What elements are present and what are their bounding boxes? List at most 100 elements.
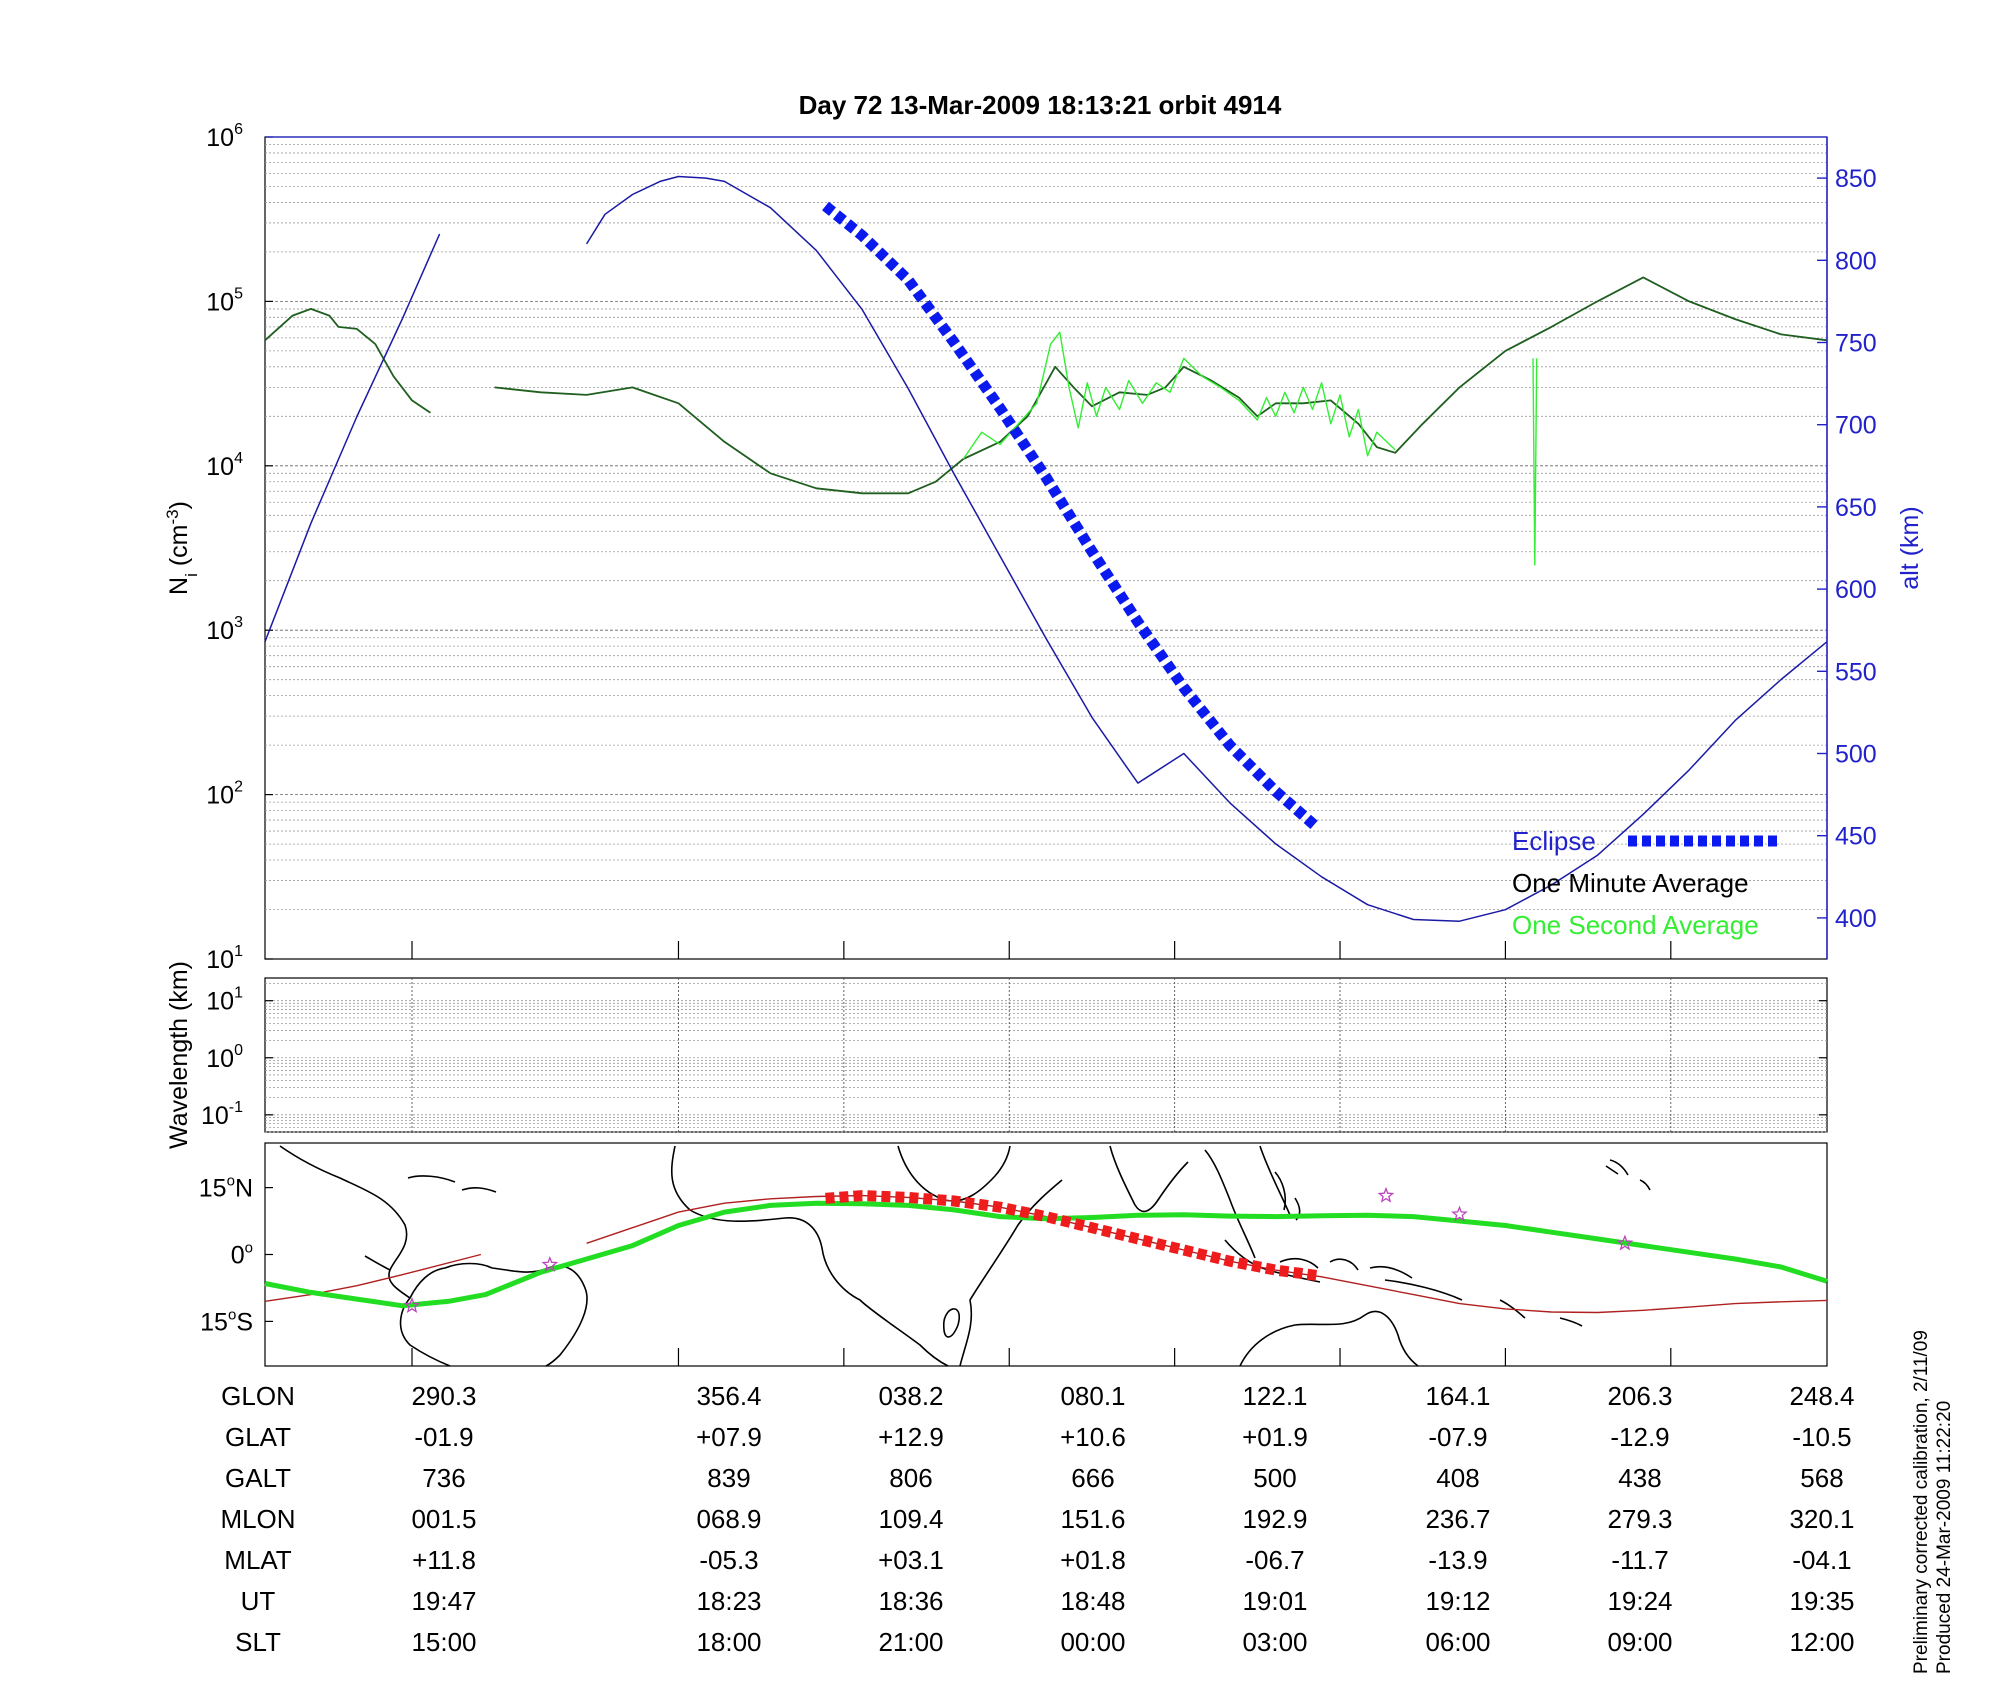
altitude-tick-label: 400 bbox=[1835, 905, 1877, 933]
table-cell: -04.1 bbox=[1792, 1545, 1851, 1575]
altitude-tick-label: 550 bbox=[1835, 658, 1877, 686]
density-y-label: Ni (cm-3) bbox=[163, 501, 201, 595]
altitude-tick-label: 600 bbox=[1835, 576, 1877, 604]
altitude-y-ticks: 400 450 500 550 600 650 700 750 800 850 bbox=[1817, 165, 1877, 933]
table-cell: -05.3 bbox=[699, 1545, 758, 1575]
table-cell: 438 bbox=[1618, 1463, 1661, 1493]
table-cell: 290.3 bbox=[411, 1381, 476, 1411]
table-cell: 09:00 bbox=[1607, 1627, 1672, 1657]
coast-new-guinea bbox=[1384, 1279, 1583, 1327]
table-cell: 001.5 bbox=[411, 1504, 476, 1534]
table-cell: -11.7 bbox=[1611, 1545, 1668, 1575]
series-one-minute-average bbox=[494, 276, 1828, 495]
map-panel: 15oN 0o 15oS bbox=[199, 1142, 1828, 1367]
altitude-tick-label: 750 bbox=[1835, 330, 1877, 358]
table-cell: 080.1 bbox=[1060, 1381, 1125, 1411]
table-row-label: GLAT bbox=[225, 1422, 291, 1452]
table-cell: 06:00 bbox=[1425, 1627, 1490, 1657]
series-altitude bbox=[585, 175, 1828, 922]
table-cell: 03:00 bbox=[1242, 1627, 1307, 1657]
table-cell: 806 bbox=[889, 1463, 932, 1493]
map-tick-label: 0o bbox=[231, 1240, 253, 1270]
density-y-ticks: 101 102 103 104 105 106 bbox=[206, 121, 273, 974]
table-cell: +01.9 bbox=[1242, 1422, 1308, 1452]
map-tick-label: 15oN bbox=[199, 1173, 253, 1203]
table-cell: 18:36 bbox=[878, 1586, 943, 1616]
table-cell: -07.9 bbox=[1428, 1422, 1487, 1452]
table-cell: 038.2 bbox=[878, 1381, 943, 1411]
map-y-ticks: 15oN 0o 15oS bbox=[199, 1173, 273, 1336]
coast-southeast-asia bbox=[1204, 1145, 1291, 1259]
map-data bbox=[264, 1186, 1828, 1314]
coast-india bbox=[1109, 1145, 1189, 1213]
altitude-tick-label: 700 bbox=[1835, 412, 1877, 440]
table-cell: 068.9 bbox=[696, 1504, 761, 1534]
table-cell: 736 bbox=[422, 1463, 465, 1493]
legend-eclipse-label: Eclipse bbox=[1512, 826, 1596, 856]
coast-central-america bbox=[364, 1255, 391, 1271]
coast-north-america bbox=[279, 1145, 493, 1300]
y-tick-label: 103 bbox=[206, 614, 243, 645]
table-cell: 109.4 bbox=[878, 1504, 943, 1534]
wavelength-tick-label: 10-1 bbox=[201, 1099, 243, 1130]
map-star-marker bbox=[541, 1256, 559, 1272]
table-row-label: GALT bbox=[225, 1463, 291, 1493]
coast-pacific-islands bbox=[1605, 1159, 1651, 1191]
series-eclipse bbox=[822, 201, 1321, 832]
legend-one-second-label: One Second Average bbox=[1512, 910, 1759, 940]
series-one-minute-average bbox=[264, 308, 431, 414]
table-cell: 122.1 bbox=[1242, 1381, 1307, 1411]
table-row-label: MLAT bbox=[224, 1545, 292, 1575]
map-coastlines bbox=[279, 1145, 1651, 1367]
altitude-y-label: alt (km) bbox=[1896, 506, 1924, 589]
table-cell: 206.3 bbox=[1607, 1381, 1672, 1411]
table-row-label: SLT bbox=[235, 1627, 281, 1657]
density-data bbox=[264, 175, 1828, 922]
table-cell: 356.4 bbox=[696, 1381, 761, 1411]
map-x-ticks bbox=[411, 1348, 1672, 1366]
density-panel-frame bbox=[264, 136, 1828, 960]
table-cell: 18:23 bbox=[696, 1586, 761, 1616]
series-altitude bbox=[264, 233, 441, 642]
table-cell: 15:00 bbox=[411, 1627, 476, 1657]
table-cell: 19:01 bbox=[1242, 1586, 1307, 1616]
wavelength-tick-label: 101 bbox=[206, 985, 243, 1016]
map-orbit-track bbox=[586, 1194, 1828, 1314]
table-cell: 192.9 bbox=[1242, 1504, 1307, 1534]
table-cell: 164.1 bbox=[1425, 1381, 1490, 1411]
table-cell: 408 bbox=[1436, 1463, 1479, 1493]
y-tick-label: 102 bbox=[206, 779, 243, 810]
series-one-second-average bbox=[1532, 358, 1538, 566]
map-star-marker bbox=[1451, 1205, 1468, 1222]
table-cell: 568 bbox=[1800, 1463, 1843, 1493]
coast-australia bbox=[1239, 1310, 1419, 1367]
table-cell: 248.4 bbox=[1789, 1381, 1854, 1411]
table-cell: -13.9 bbox=[1428, 1545, 1487, 1575]
wavelength-tick-label: 100 bbox=[206, 1042, 243, 1073]
table-cell: +07.9 bbox=[696, 1422, 762, 1452]
table-cell: 236.7 bbox=[1425, 1504, 1490, 1534]
altitude-tick-label: 800 bbox=[1835, 247, 1877, 275]
table-cell: 839 bbox=[707, 1463, 750, 1493]
map-magnetic-equator bbox=[264, 1200, 1828, 1309]
table-cell: 00:00 bbox=[1060, 1627, 1125, 1657]
map-star-marker bbox=[1377, 1186, 1395, 1203]
table-cell: 500 bbox=[1253, 1463, 1296, 1493]
density-panel: 101 102 103 104 105 106 400 450 500 550 600 650 700… bbox=[163, 121, 1925, 974]
table-cell: 19:35 bbox=[1789, 1586, 1854, 1616]
table-row-label: UT bbox=[241, 1586, 276, 1616]
ephemeris-table: GLON GLAT GALT MLON MLAT UT SLT 290.3 -01.9 736 00… bbox=[220, 1381, 1854, 1657]
table-row-label: GLON bbox=[221, 1381, 295, 1411]
altitude-tick-label: 850 bbox=[1835, 165, 1877, 193]
table-cell: +01.8 bbox=[1060, 1545, 1126, 1575]
footnote-calibration: Preliminary corrected calibration, 2/11/… bbox=[1911, 1330, 1932, 1674]
coast-caribbean bbox=[407, 1175, 497, 1193]
map-star-marker bbox=[403, 1297, 421, 1313]
y-tick-label: 104 bbox=[206, 450, 243, 481]
map-star-marker bbox=[1616, 1234, 1634, 1251]
table-cell: 19:24 bbox=[1607, 1586, 1672, 1616]
coast-arabia bbox=[897, 1145, 1011, 1202]
wavelength-grid bbox=[265, 983, 1827, 1133]
map-tick-label: 15oS bbox=[200, 1306, 253, 1336]
altitude-tick-label: 650 bbox=[1835, 494, 1877, 522]
